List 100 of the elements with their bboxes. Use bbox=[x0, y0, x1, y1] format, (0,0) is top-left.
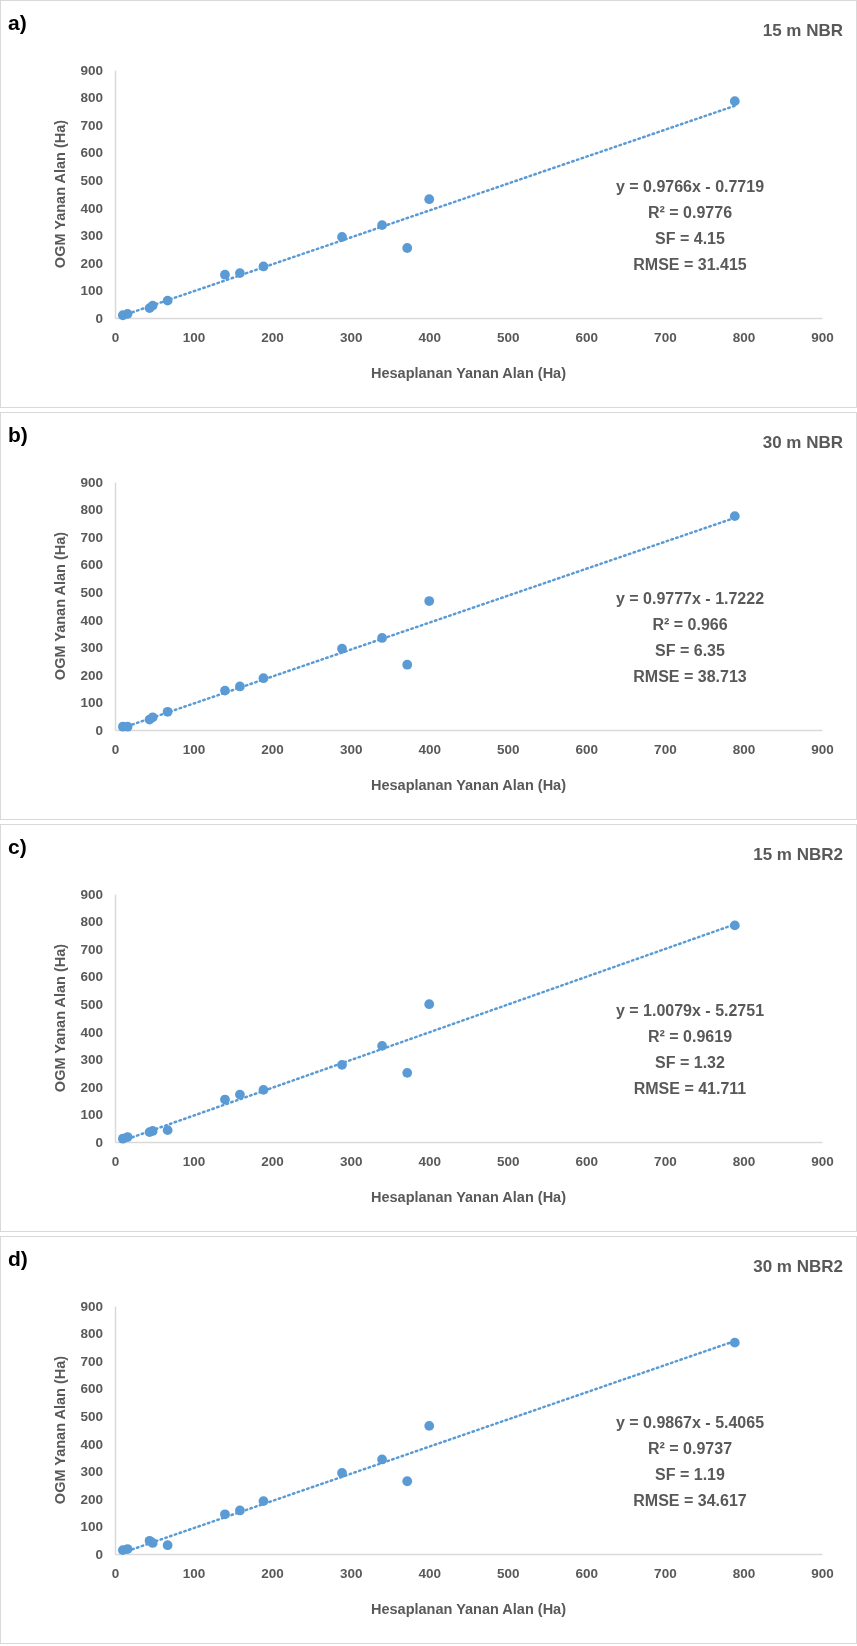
point bbox=[377, 633, 387, 643]
y-tick-label: 800 bbox=[80, 1326, 103, 1342]
chart-subtitle: 15 m NBR bbox=[762, 21, 843, 40]
x-axis-title: Hesaplanan Yanan Alan (Ha) bbox=[370, 1601, 567, 1617]
x-tick-label: 500 bbox=[497, 1153, 520, 1169]
y-tick-label: 300 bbox=[80, 228, 103, 244]
annotation: y = 1.0079x - 5.2751 bbox=[615, 1002, 765, 1019]
point bbox=[729, 1337, 740, 1348]
y-tick-label: 100 bbox=[80, 695, 103, 711]
point bbox=[424, 999, 435, 1010]
annotation: SF = 6.35 bbox=[655, 642, 726, 659]
x-axis-title: Hesaplanan Yanan Alan (Ha) bbox=[370, 365, 567, 381]
x-tick-label: 500 bbox=[497, 741, 520, 757]
point bbox=[729, 920, 740, 931]
y-tick-label: 600 bbox=[80, 1381, 103, 1397]
point bbox=[220, 269, 230, 280]
point bbox=[235, 681, 245, 692]
x-tick-label: 700 bbox=[654, 741, 677, 757]
point bbox=[424, 596, 435, 606]
x-tick-label: 600 bbox=[575, 741, 599, 757]
x-tick-label: 0 bbox=[111, 741, 120, 757]
point bbox=[402, 659, 413, 670]
point bbox=[122, 308, 133, 319]
chart-title: c) bbox=[8, 835, 27, 858]
annotation: y = 0.9867x - 5.4065 bbox=[615, 1414, 765, 1431]
x-axis-title: Hesaplanan Yanan Alan (Ha) bbox=[370, 777, 567, 793]
annotation: RMSE = 34.617 bbox=[633, 1492, 747, 1509]
y-tick-label: 400 bbox=[80, 612, 103, 628]
point bbox=[235, 1089, 245, 1100]
point bbox=[402, 1476, 413, 1487]
point bbox=[162, 295, 173, 306]
y-tick-label: 300 bbox=[80, 1052, 103, 1068]
x-tick-label: 800 bbox=[732, 741, 756, 757]
y-tick-label: 0 bbox=[95, 1134, 103, 1150]
y-tick-label: 100 bbox=[80, 283, 103, 299]
x-tick-label: 300 bbox=[339, 1565, 363, 1581]
chart-subtitle: 30 m NBR bbox=[762, 433, 843, 452]
y-tick-label: 500 bbox=[80, 997, 103, 1013]
y-tick-label: 700 bbox=[80, 117, 103, 133]
x-tick-label: 900 bbox=[811, 1565, 834, 1581]
point bbox=[258, 1085, 269, 1095]
x-tick-label: 800 bbox=[732, 329, 756, 345]
annotation: SF = 1.32 bbox=[655, 1054, 726, 1071]
y-tick-label: 200 bbox=[80, 1491, 103, 1507]
chart-title: d) bbox=[8, 1247, 28, 1270]
y-tick-label: 100 bbox=[80, 1519, 103, 1535]
point bbox=[402, 243, 413, 253]
point bbox=[235, 1505, 245, 1516]
x-tick-label: 800 bbox=[732, 1153, 756, 1169]
annotation: RMSE = 31.415 bbox=[633, 256, 747, 273]
y-tick-label: 400 bbox=[80, 1024, 103, 1040]
y-tick-label: 900 bbox=[80, 1298, 103, 1314]
x-tick-label: 700 bbox=[654, 1153, 677, 1169]
y-tick-label: 200 bbox=[80, 1079, 103, 1095]
y-tick-label: 600 bbox=[80, 557, 103, 573]
x-tick-label: 900 bbox=[811, 1153, 834, 1169]
x-tick-label: 400 bbox=[418, 1565, 441, 1581]
chart-subtitle: 15 m NBR2 bbox=[753, 845, 843, 864]
x-tick-label: 600 bbox=[575, 1565, 599, 1581]
annotation: R² = 0.9737 bbox=[647, 1440, 733, 1457]
x-tick-label: 200 bbox=[261, 329, 284, 345]
x-tick-label: 400 bbox=[418, 329, 441, 345]
x-tick-label: 700 bbox=[654, 329, 677, 345]
x-tick-label: 500 bbox=[497, 329, 520, 345]
point bbox=[337, 643, 347, 654]
y-axis-title: OGM Yanan Alan (Ha) bbox=[52, 943, 68, 1093]
y-tick-label: 0 bbox=[95, 722, 103, 738]
point bbox=[122, 1544, 133, 1554]
y-tick-label: 800 bbox=[80, 502, 103, 518]
y-tick-label: 200 bbox=[80, 667, 103, 683]
point bbox=[162, 706, 173, 717]
point bbox=[162, 1540, 173, 1551]
y-tick-label: 500 bbox=[80, 173, 103, 189]
point bbox=[424, 1420, 435, 1431]
y-tick-label: 0 bbox=[95, 1546, 103, 1562]
x-tick-label: 500 bbox=[497, 1565, 520, 1581]
point bbox=[377, 220, 387, 231]
annotation: y = 0.9766x - 0.7719 bbox=[615, 178, 765, 195]
x-tick-label: 200 bbox=[261, 1153, 284, 1169]
y-axis-title: OGM Yanan Alan (Ha) bbox=[52, 531, 68, 681]
point bbox=[220, 685, 230, 696]
point bbox=[729, 96, 740, 107]
point bbox=[424, 194, 435, 205]
y-tick-label: 800 bbox=[80, 914, 103, 930]
x-tick-label: 800 bbox=[732, 1565, 756, 1581]
x-tick-label: 200 bbox=[261, 1565, 284, 1581]
point bbox=[258, 261, 269, 272]
annotation: R² = 0.966 bbox=[652, 616, 728, 633]
x-tick-label: 100 bbox=[182, 329, 206, 345]
x-tick-label: 600 bbox=[575, 329, 599, 345]
x-tick-label: 300 bbox=[339, 329, 363, 345]
annotation: y = 0.9777x - 1.7222 bbox=[615, 590, 765, 607]
x-tick-label: 0 bbox=[111, 1153, 120, 1169]
point bbox=[377, 1454, 387, 1465]
y-tick-label: 600 bbox=[80, 969, 103, 985]
annotation: R² = 0.9619 bbox=[647, 1028, 733, 1045]
x-tick-label: 100 bbox=[182, 1565, 206, 1581]
y-tick-label: 500 bbox=[80, 1409, 103, 1425]
point bbox=[337, 232, 347, 242]
y-tick-label: 900 bbox=[80, 62, 103, 78]
